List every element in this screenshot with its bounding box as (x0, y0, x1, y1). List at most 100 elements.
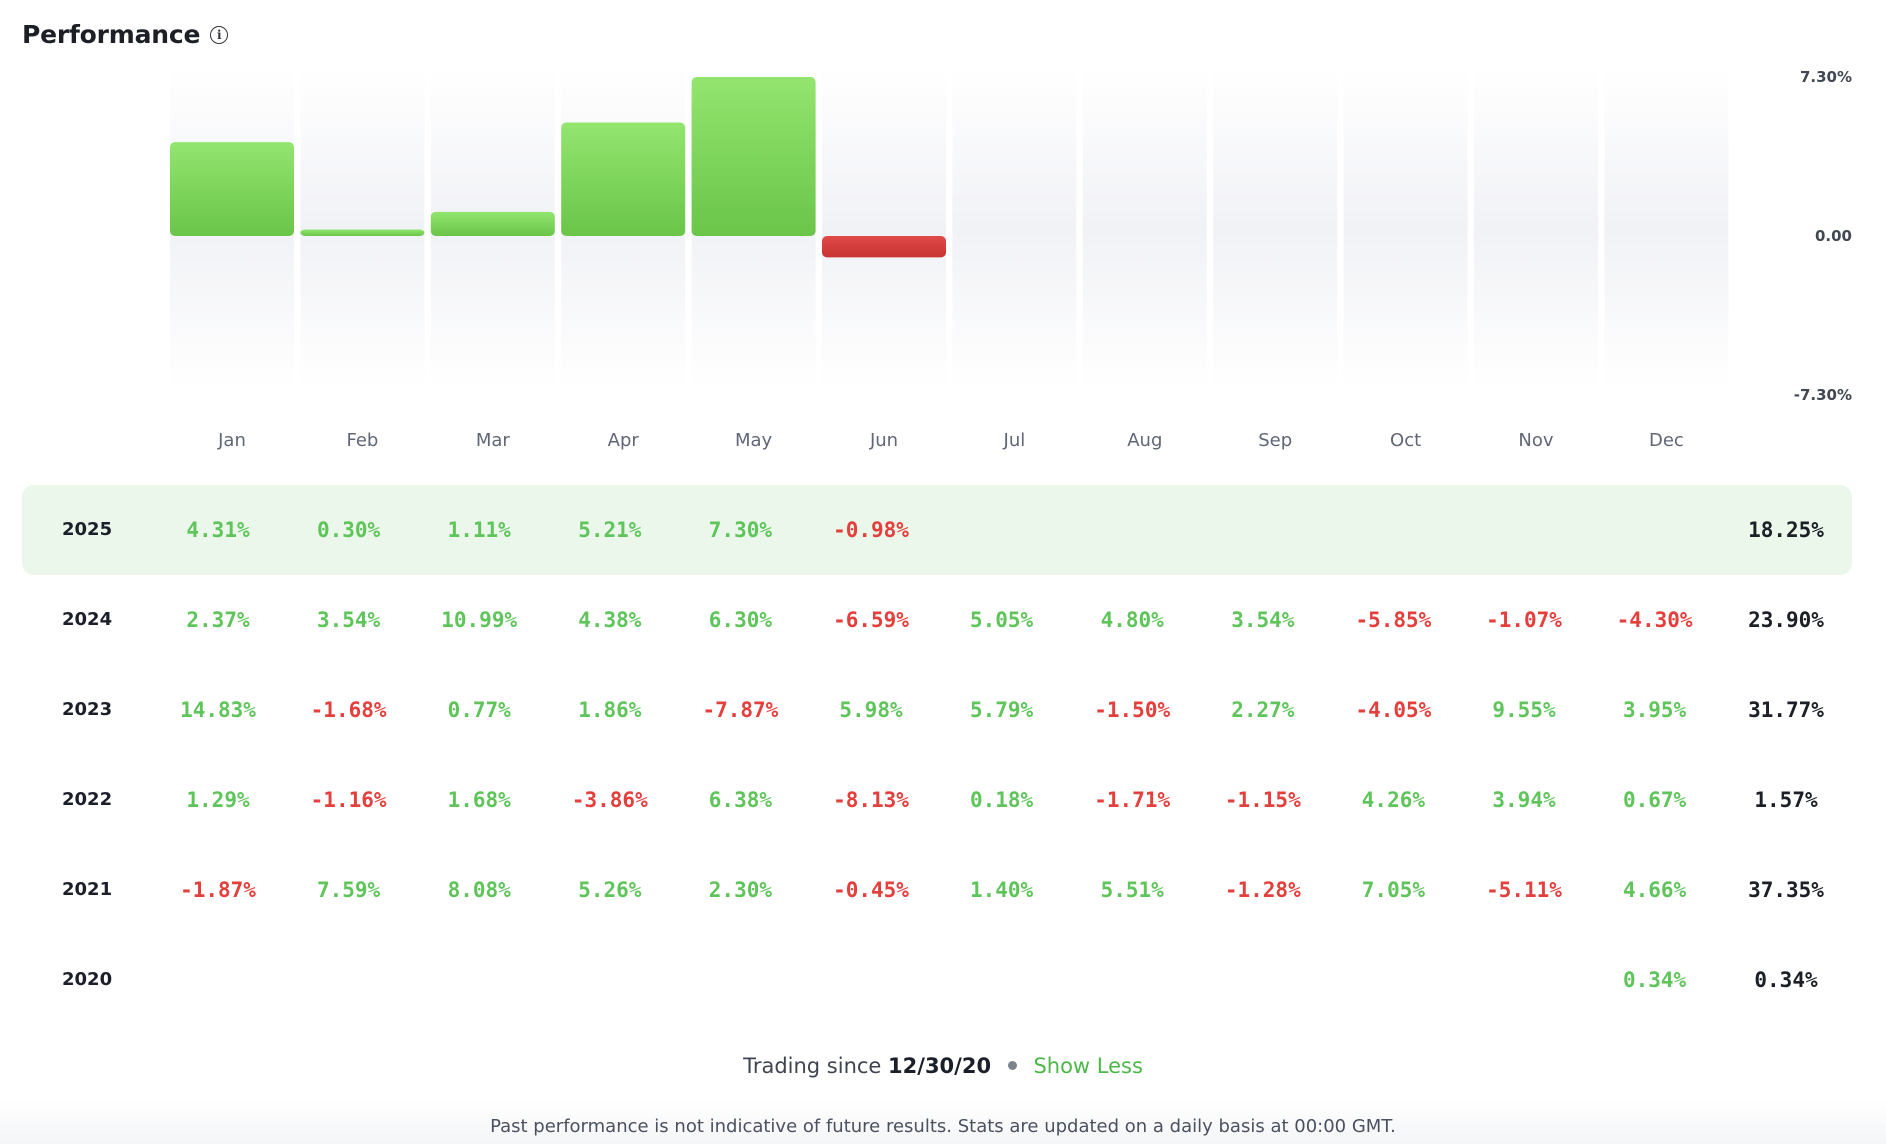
disclaimer-text: Past performance is not indicative of fu… (490, 1116, 1396, 1137)
month-return-cell: 2.37% (186, 608, 250, 632)
year-total-cell: 0.34% (1754, 968, 1818, 992)
month-return-cell: -1.87% (180, 878, 256, 902)
month-return-cell: 5.98% (839, 698, 903, 722)
info-icon[interactable]: i (210, 25, 229, 44)
month-return-cell: 1.29% (186, 788, 250, 812)
month-return-cell: 1.11% (447, 518, 511, 542)
month-return-cell: 6.38% (708, 788, 772, 812)
y-tick-label: 7.30% (1800, 68, 1852, 86)
month-return-cell: 5.05% (969, 608, 1034, 632)
month-return-cell: 7.59% (316, 878, 381, 902)
month-return-cell: 4.26% (1361, 788, 1425, 812)
month-column-bg (1474, 67, 1598, 390)
month-return-cell: 1.40% (969, 878, 1034, 902)
y-tick-label: -7.30% (1794, 386, 1852, 404)
month-label-sep: Sep (1258, 430, 1292, 451)
month-return-cell: 3.54% (1231, 608, 1295, 632)
month-return-cell: -1.15% (1224, 788, 1301, 812)
month-label-aug: Aug (1127, 430, 1162, 451)
month-column-bg (822, 67, 946, 390)
month-return-cell: 3.95% (1622, 698, 1687, 722)
y-tick-label: 0.00 (1815, 227, 1852, 245)
trading-since-label: Trading since (743, 1054, 882, 1078)
month-return-cell: -4.30% (1616, 608, 1693, 632)
disclaimer-band (0, 1100, 1886, 1144)
month-return-cell: 2.27% (1231, 698, 1295, 722)
month-return-cell: -4.05% (1355, 698, 1432, 722)
month-return-cell: -1.16% (310, 788, 387, 812)
month-label-jan: Jan (217, 430, 246, 451)
month-return-cell: -1.28% (1224, 878, 1301, 902)
month-column-bg (1604, 67, 1729, 390)
performance-bar-chart: 7.30% 0.00 -7.30% Jan Feb Mar Apr May Jun Jul Aug… (170, 67, 1852, 451)
month-label-nov: Nov (1518, 430, 1553, 451)
separator-dot (1007, 1060, 1017, 1070)
trading-since-line: Trading since 12/30/20 Show Less (0, 1054, 1886, 1078)
section-header: Performance i (22, 20, 229, 49)
month-return-cell: 9.55% (1492, 698, 1556, 722)
month-label-mar: Mar (476, 430, 511, 451)
month-return-cell: 1.86% (578, 698, 642, 722)
month-return-cell: 6.30% (708, 608, 772, 632)
month-return-cell: 4.38% (578, 608, 642, 632)
month-return-cell: 3.94% (1492, 788, 1556, 812)
month-return-cell: 7.30% (708, 518, 772, 542)
month-label-apr: Apr (608, 430, 640, 451)
month-return-cell: -5.11% (1486, 878, 1562, 902)
month-label-jun: Jun (869, 430, 898, 451)
month-return-cell: -0.45% (833, 878, 909, 902)
year-label: 2021 (62, 879, 113, 900)
year-label: 2023 (62, 699, 113, 720)
month-return-cell: -0.98% (833, 518, 909, 542)
month-return-cell: 4.66% (1622, 878, 1687, 902)
month-return-cell: 10.99% (441, 608, 518, 632)
month-return-cell: -1.50% (1094, 698, 1171, 722)
show-less-link[interactable]: Show Less (1033, 1054, 1143, 1078)
month-label-feb: Feb (346, 430, 378, 451)
month-return-cell: -1.07% (1486, 608, 1562, 632)
year-total-cell: 37.35% (1748, 878, 1824, 902)
month-column-bg (952, 67, 1077, 390)
bar-jan[interactable] (170, 142, 294, 236)
month-return-cell: -3.86% (571, 788, 648, 812)
month-return-cell: -8.13% (833, 788, 909, 812)
bar-mar[interactable] (430, 211, 555, 236)
bar-may[interactable] (691, 77, 816, 236)
month-return-cell: 7.05% (1361, 878, 1425, 902)
year-total-cell: 1.57% (1754, 788, 1818, 812)
month-return-cell: -1.68% (310, 698, 387, 722)
bar-apr[interactable] (561, 122, 686, 236)
month-return-cell: 5.79% (969, 698, 1034, 722)
month-return-cell: 5.51% (1100, 878, 1164, 902)
trading-since-date: 12/30/20 (888, 1054, 992, 1078)
month-label-may: May (735, 430, 773, 451)
month-return-cell: 0.30% (316, 518, 381, 542)
year-total-cell: 23.90% (1748, 608, 1824, 632)
month-return-cell: 0.18% (969, 788, 1034, 812)
month-label-dec: Dec (1649, 430, 1684, 451)
month-return-cell: 1.68% (447, 788, 511, 812)
month-return-cell: -7.87% (702, 698, 779, 722)
month-return-cell: 8.08% (447, 878, 511, 902)
month-return-cell: 5.21% (578, 518, 642, 542)
month-return-cell: -6.59% (833, 608, 909, 632)
month-return-cell: 14.83% (180, 698, 256, 722)
month-return-cell: -5.85% (1355, 608, 1432, 632)
month-column-bg (1343, 67, 1468, 390)
month-return-cell: 0.34% (1622, 968, 1687, 992)
year-label: 2025 (62, 519, 113, 540)
year-total-cell: 18.25% (1748, 518, 1824, 542)
month-column-bg (1213, 67, 1338, 390)
year-label: 2022 (62, 789, 113, 810)
month-column-bg (1082, 67, 1207, 390)
bar-feb[interactable] (300, 229, 425, 236)
year-label: 2020 (62, 969, 113, 990)
bar-jun[interactable] (822, 236, 946, 258)
month-return-cell: 4.80% (1100, 608, 1164, 632)
year-total-cell: 31.77% (1748, 698, 1824, 722)
month-return-cell: 2.30% (708, 878, 772, 902)
month-return-cell: -1.71% (1094, 788, 1171, 812)
month-label-oct: Oct (1390, 430, 1421, 451)
month-return-cell: 5.26% (578, 878, 642, 902)
month-return-cell: 3.54% (316, 608, 381, 632)
